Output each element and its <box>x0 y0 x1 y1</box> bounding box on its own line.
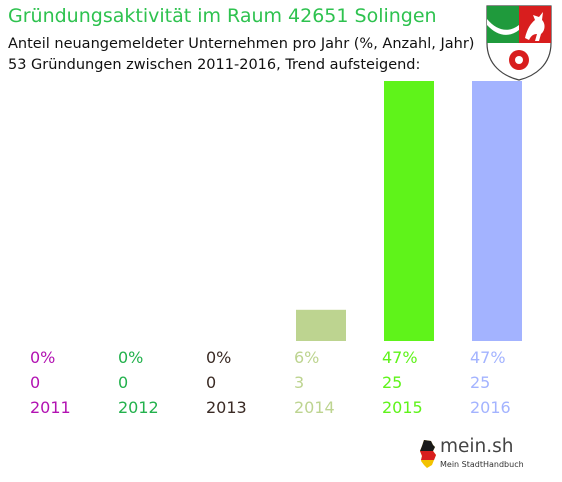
year-label-2011: 2011 <box>30 398 71 417</box>
count-label-2014: 3 <box>294 373 305 392</box>
year-label-2013: 2013 <box>206 398 247 417</box>
count-label-2015: 25 <box>382 373 403 392</box>
percent-label-2016: 47% <box>470 348 506 367</box>
germany-map-icon <box>420 440 436 468</box>
year-label-2016: 2016 <box>470 398 511 417</box>
count-label-2016: 25 <box>470 373 491 392</box>
data-labels: 0% 0 2011 0% 0 2012 0% 0 2013 6% 3 2014 47% 25 2015 47%… <box>30 348 511 417</box>
mein-sh-logo: mein.sh Mein StadtHandbuch <box>418 436 528 476</box>
bar-2016 <box>472 81 522 341</box>
count-label-2012: 0 <box>118 373 129 392</box>
count-label-2011: 0 <box>30 373 41 392</box>
bar-2015 <box>384 81 434 341</box>
chart-summary: 53 Gründungen zwischen 2011-2016, Trend … <box>8 57 421 73</box>
logo-name: mein.sh <box>440 436 514 457</box>
year-label-2014: 2014 <box>294 398 335 417</box>
chart-title: Gründungsaktivität im Raum 42651 Solinge… <box>8 5 437 27</box>
nrw-coat-of-arms-icon <box>486 5 552 81</box>
chart-subtitle: Anteil neuangemeldeter Unternehmen pro J… <box>8 36 475 52</box>
percent-label-2015: 47% <box>382 348 418 367</box>
year-label-2015: 2015 <box>382 398 423 417</box>
bar-chart <box>296 81 522 341</box>
count-label-2013: 0 <box>206 373 217 392</box>
percent-label-2013: 0% <box>206 348 232 367</box>
percent-label-2011: 0% <box>30 348 56 367</box>
year-label-2012: 2012 <box>118 398 159 417</box>
percent-label-2014: 6% <box>294 348 320 367</box>
percent-label-2012: 0% <box>118 348 144 367</box>
logo-tagline: Mein StadtHandbuch <box>440 460 524 469</box>
bar-2014 <box>296 309 346 341</box>
